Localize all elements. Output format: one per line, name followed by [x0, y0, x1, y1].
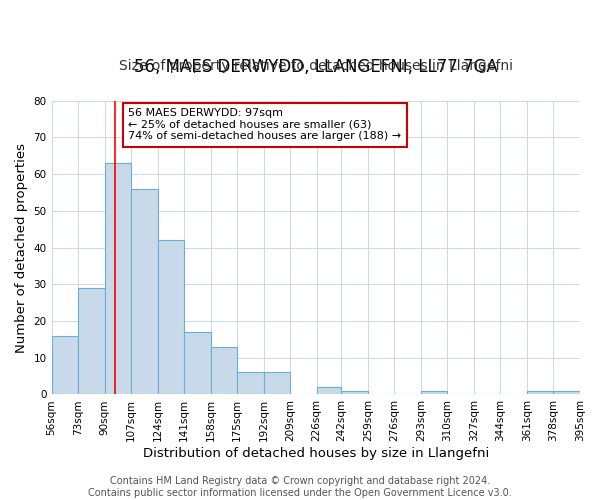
- Bar: [78, 288, 104, 395]
- Bar: [237, 372, 263, 394]
- Text: 56, MAES DERWYDD, LLANGEFNI, LL77 7GA: 56, MAES DERWYDD, LLANGEFNI, LL77 7GA: [134, 58, 497, 76]
- Bar: [263, 372, 290, 394]
- Bar: [158, 240, 184, 394]
- Y-axis label: Number of detached properties: Number of detached properties: [15, 142, 28, 352]
- Bar: [553, 391, 580, 394]
- Text: Contains HM Land Registry data © Crown copyright and database right 2024.
Contai: Contains HM Land Registry data © Crown c…: [88, 476, 512, 498]
- Bar: [52, 336, 78, 394]
- Text: 56 MAES DERWYDD: 97sqm
← 25% of detached houses are smaller (63)
74% of semi-det: 56 MAES DERWYDD: 97sqm ← 25% of detached…: [128, 108, 401, 142]
- Bar: [421, 391, 448, 394]
- Title: Size of property relative to detached houses in Llangefni: Size of property relative to detached ho…: [119, 59, 513, 73]
- X-axis label: Distribution of detached houses by size in Llangefni: Distribution of detached houses by size …: [143, 447, 489, 460]
- Bar: [131, 189, 158, 394]
- Bar: [527, 391, 553, 394]
- Bar: [184, 332, 211, 394]
- Bar: [211, 346, 237, 395]
- Bar: [104, 163, 131, 394]
- Bar: [317, 387, 341, 394]
- Bar: [341, 391, 368, 394]
